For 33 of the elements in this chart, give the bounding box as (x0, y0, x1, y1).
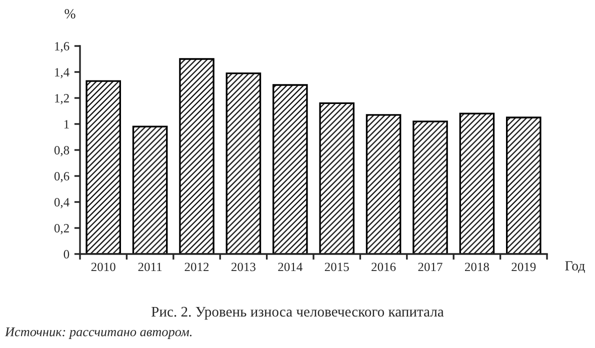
bar (179, 58, 214, 254)
bar (272, 84, 308, 254)
y-axis-title: % (64, 9, 76, 19)
y-tick-label: 0,6 (54, 172, 70, 182)
x-tick-label: 2016 (372, 262, 396, 272)
y-tick-label: 1,4 (55, 68, 70, 78)
bar (366, 114, 402, 254)
bar (226, 72, 262, 254)
y-tick-label: 0,8 (54, 146, 70, 156)
bar (86, 80, 121, 254)
x-tick-label: 2015 (324, 262, 349, 272)
x-tick-label: 2019 (512, 262, 536, 272)
bar (412, 120, 448, 254)
y-tick-label: 1,6 (55, 42, 70, 52)
y-tick-label: 0,2 (54, 224, 69, 234)
y-tick-label: 1 (64, 120, 69, 128)
x-tick-label: 2018 (465, 262, 489, 272)
text: Источник: рассчитано автором. (4, 328, 192, 339)
x-tick-label: 2013 (232, 262, 256, 272)
x-tick-label: 2012 (184, 262, 209, 272)
text: Рис. 2. Уровень износа человеческого капитала (152, 306, 444, 320)
x-tick-label: 2014 (278, 262, 302, 272)
x-tick-label: 2017 (418, 262, 442, 272)
x-axis-title: Год (565, 261, 585, 274)
bar (459, 112, 495, 254)
x-tick-label: 2011 (138, 262, 162, 272)
y-tick-label: 0 (64, 250, 70, 258)
y-tick-label: 1,2 (55, 94, 69, 104)
y-tick-label: 0,4 (54, 198, 70, 208)
bar (506, 116, 542, 254)
bar (132, 126, 168, 254)
bar (319, 102, 354, 254)
x-tick-label: 2010 (91, 262, 116, 272)
